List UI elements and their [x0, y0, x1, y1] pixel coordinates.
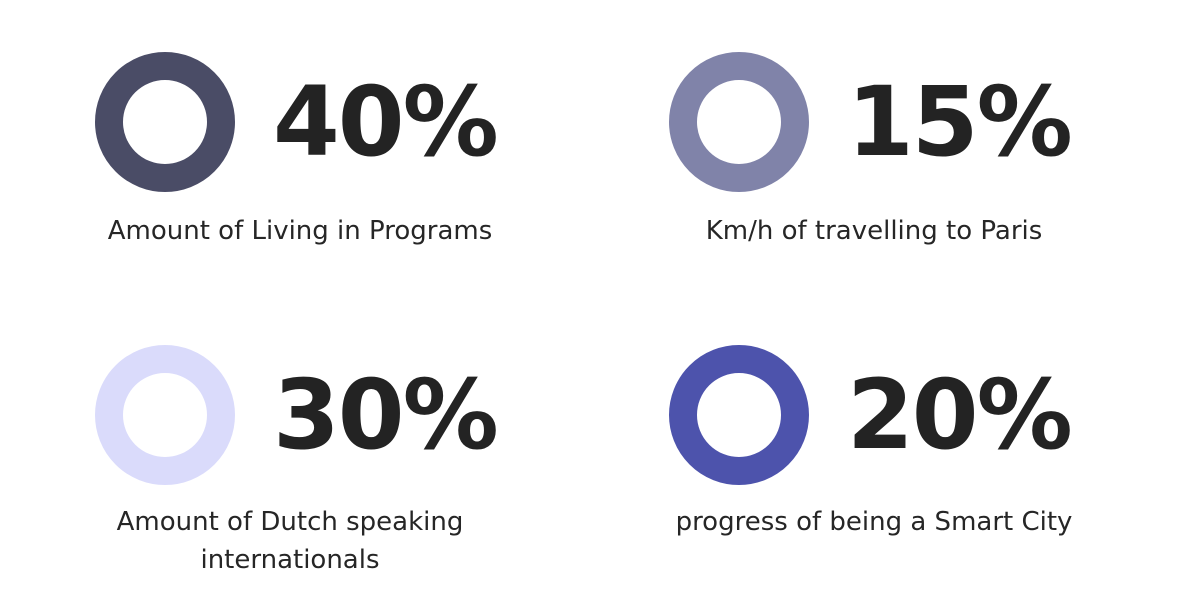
stat-card-travel-paris: 15% Km/h of travelling to Paris [574, 0, 1134, 250]
stat-card-living-programs: 40% Amount of Living in Programs [0, 0, 560, 250]
stat-caption: progress of being a Smart City [675, 507, 1073, 537]
stat-card-smart-city: 20% progress of being a Smart City [574, 293, 1134, 543]
stat-value: 30% [273, 359, 499, 471]
stat-card-dutch-internationals: 30% Amount of Dutch speaking internation… [0, 293, 560, 575]
donut-ring-icon [95, 345, 235, 485]
donut-ring-icon [669, 345, 809, 485]
stat-caption: Amount of Living in Programs [107, 216, 493, 246]
stat-caption: Km/h of travelling to Paris [705, 216, 1043, 246]
donut-ring-icon [95, 52, 235, 192]
stat-value: 20% [847, 359, 1073, 471]
stat-value: 15% [847, 66, 1073, 178]
stat-value: 40% [273, 66, 499, 178]
stat-caption: Amount of Dutch speaking internationals [116, 507, 464, 575]
donut-ring-icon [669, 52, 809, 192]
